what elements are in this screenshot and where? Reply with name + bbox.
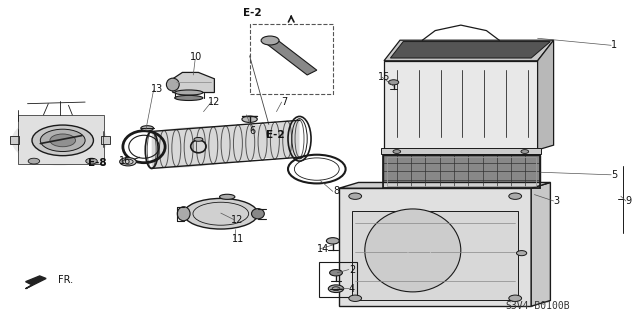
Text: 14: 14 [317,244,330,254]
Polygon shape [538,40,554,150]
Ellipse shape [184,198,258,229]
Text: 15: 15 [378,71,390,82]
Ellipse shape [220,194,235,199]
Polygon shape [384,61,538,150]
Text: S3V4-B0100B: S3V4-B0100B [506,300,570,311]
Ellipse shape [175,95,203,100]
Polygon shape [152,120,300,168]
Text: 3: 3 [554,196,560,206]
Text: FR.: FR. [58,275,73,285]
Circle shape [349,295,362,301]
Ellipse shape [166,78,179,91]
Circle shape [330,270,342,276]
Bar [381,148,541,154]
Circle shape [388,80,399,85]
Polygon shape [384,40,554,61]
Text: 5: 5 [611,170,618,181]
Ellipse shape [177,207,190,221]
Circle shape [86,158,97,164]
Polygon shape [173,72,214,93]
Polygon shape [266,38,317,75]
Text: 4: 4 [349,284,355,294]
Bar [10,136,19,144]
Ellipse shape [365,209,461,292]
Circle shape [509,193,522,199]
Ellipse shape [194,137,203,141]
Text: E-2: E-2 [266,130,285,140]
Text: 2: 2 [349,264,355,275]
Polygon shape [339,182,550,188]
Ellipse shape [175,90,203,95]
Text: 6: 6 [250,126,256,136]
Circle shape [28,158,40,164]
Polygon shape [18,115,104,164]
Bar [383,155,540,188]
Bar [383,155,540,188]
Text: 8: 8 [333,186,339,197]
Text: 9: 9 [625,196,632,206]
Text: E-2: E-2 [243,8,262,18]
Circle shape [328,285,344,293]
Text: 13: 13 [150,84,163,94]
Circle shape [40,129,85,152]
Text: 1: 1 [611,40,618,50]
Polygon shape [339,188,531,306]
Circle shape [509,295,522,301]
Bar [352,211,518,300]
Circle shape [326,238,339,244]
Ellipse shape [141,126,154,131]
Circle shape [393,150,401,153]
Text: 11: 11 [232,234,244,244]
Ellipse shape [252,209,264,219]
Bar [387,157,536,186]
Polygon shape [390,41,550,58]
Circle shape [349,193,362,199]
Polygon shape [531,182,550,306]
Text: 16: 16 [118,156,131,166]
Circle shape [516,251,527,256]
Ellipse shape [12,115,108,166]
Circle shape [521,150,529,153]
Circle shape [32,125,93,156]
Text: 7: 7 [282,97,288,107]
Text: 12: 12 [208,97,221,107]
Circle shape [120,158,136,166]
Bar [250,24,333,94]
Ellipse shape [242,116,257,122]
Circle shape [50,134,76,147]
Bar [319,262,357,297]
Text: 12: 12 [230,215,243,225]
Text: 10: 10 [190,52,203,63]
Circle shape [261,36,279,45]
Bar [101,136,110,144]
Polygon shape [26,276,46,289]
Text: E-8: E-8 [88,158,107,168]
